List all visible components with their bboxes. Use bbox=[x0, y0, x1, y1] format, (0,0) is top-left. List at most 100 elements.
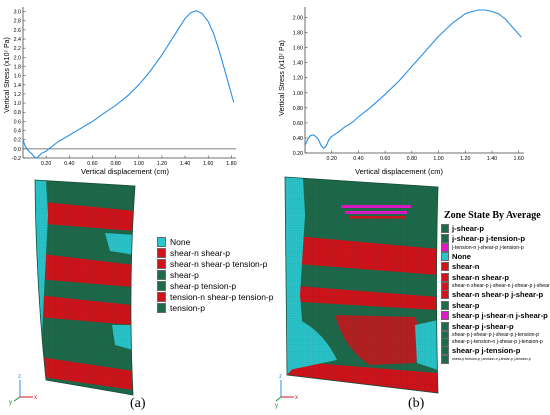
legend-a-swatch bbox=[157, 269, 166, 280]
legend-a: None shear-n shear-p shear-n shear-p tensi… bbox=[157, 236, 273, 313]
chart-b-y-tick-label: 0.20 bbox=[293, 151, 303, 157]
chart-b-y-tick-label: 2.00 bbox=[293, 16, 303, 22]
legend-b-label: j-shear-p j-tension-p bbox=[452, 234, 525, 244]
legend-a-label: tension-p bbox=[170, 302, 205, 313]
legend-a-item: tension-n shear-p tension-p bbox=[157, 291, 273, 302]
svg-text:x: x bbox=[34, 395, 37, 401]
legend-a-swatch bbox=[157, 236, 166, 247]
legend-b-item: shear-p j-shear-p j-shear-p j-tension-p bbox=[441, 330, 549, 340]
svg-text:y: y bbox=[9, 400, 12, 406]
chart-b-x-tick-label: 0.20 bbox=[327, 156, 337, 162]
chart-a-y-tick-label: 0.2 bbox=[14, 138, 21, 144]
chart-b-y-tick-label: 0.40 bbox=[293, 136, 303, 142]
legend-a-label: None bbox=[170, 236, 191, 247]
legend-a-swatch bbox=[157, 247, 166, 258]
legend-b-swatch bbox=[441, 223, 449, 233]
legend-b-label: shear-p bbox=[452, 300, 480, 310]
legend-b-swatch bbox=[441, 234, 449, 244]
chart-a-y-tick-label: 1.0 bbox=[14, 101, 21, 107]
caption-b: (b) bbox=[408, 396, 425, 411]
chart-b-xlabel: Vertical displacement (cm) bbox=[355, 167, 443, 176]
specimen-model-a: z x y bbox=[9, 179, 136, 406]
legend-b-swatch bbox=[441, 311, 449, 321]
chart-b-series-line bbox=[304, 9, 522, 150]
chart-a-y-tick-label: 1.4 bbox=[14, 83, 21, 89]
svg-text:x: x bbox=[295, 395, 298, 401]
legend-b-item: shear-n shear-p j-shear-p bbox=[441, 290, 549, 301]
chart-a-series-line bbox=[22, 10, 235, 159]
legend-b-item: j-tension-n j-shear-p j-tension-p bbox=[441, 243, 549, 252]
chart-b-y-tick-label: 1.40 bbox=[293, 61, 303, 67]
chart-a-x-tick-label: 1.80 bbox=[226, 161, 236, 167]
legend-a-label: shear-n shear-p tension-p bbox=[170, 258, 268, 269]
specimen-model-b: z x y bbox=[275, 176, 439, 409]
caption-a: (a) bbox=[130, 396, 146, 411]
legend-b-swatch bbox=[441, 243, 449, 252]
chart-b-y-tick-label: 0.60 bbox=[293, 121, 303, 127]
chart-a-x-tick-label: 1.40 bbox=[180, 161, 190, 167]
legend-b-swatch bbox=[441, 354, 449, 364]
chart-a-x-tick-label: 0.80 bbox=[110, 161, 120, 167]
legend-b-item: shear-p bbox=[441, 300, 549, 311]
legend-b-item: shear-n bbox=[441, 262, 549, 273]
chart-a-xlabel: Vertical displacement (cm) bbox=[81, 167, 169, 176]
chart-b-x-tick-label: 0.40 bbox=[353, 156, 363, 162]
chart-a-x-tick-label: 0.20 bbox=[41, 161, 51, 167]
legend-a-item: shear-p bbox=[157, 269, 273, 280]
legend-b-item: j-shear-p bbox=[441, 223, 549, 234]
legend-a-item: shear-p tension-p bbox=[157, 280, 273, 291]
legend-b-swatch bbox=[441, 290, 449, 300]
legend-a-label: shear-n shear-p bbox=[170, 247, 231, 258]
chart-a-y-tick-label: 0.8 bbox=[14, 110, 21, 116]
chart-a-ylabel: Vertical Stress (x10⁷ Pa) bbox=[4, 37, 11, 113]
chart-a: -0.2 0.0 0.2 0.4 0.6 0.8 1.0 1.2 1.4 1.6 1.8 2.0 2.2… bbox=[4, 7, 237, 176]
svg-text:z: z bbox=[18, 374, 21, 380]
chart-a-y-tick-label: 1.2 bbox=[14, 92, 21, 98]
svg-text:y: y bbox=[275, 403, 278, 409]
legend-b-swatch bbox=[441, 262, 449, 272]
chart-a-y-tick-label: -0.2 bbox=[12, 156, 21, 162]
chart-a-y-tick-label: 1.8 bbox=[14, 64, 21, 70]
legend-b-swatch bbox=[441, 337, 449, 347]
legend-a-item: shear-n shear-p tension-p bbox=[157, 258, 273, 269]
chart-b-y-tick-label: 1.00 bbox=[293, 91, 303, 97]
legend-b-item: shear-p tension-p j-tension-n j-shear-p … bbox=[441, 354, 549, 364]
legend-a-label: shear-p bbox=[170, 269, 199, 280]
legend-b-label: shear-p j-shear-p bbox=[452, 321, 514, 331]
chart-b-x-tick-label: 0.60 bbox=[380, 156, 390, 162]
legend-b-label: j-shear-p bbox=[452, 223, 485, 233]
legend-b-label: shear-n shear-p j-shear-p bbox=[452, 290, 544, 300]
chart-a-y-tick-label: 1.6 bbox=[14, 74, 21, 80]
chart-b-x-tick-label: 1.40 bbox=[487, 156, 497, 162]
chart-a-y-tick-label: 2.4 bbox=[14, 37, 21, 43]
legend-b-label: shear-p j-shear-n j-shear-p bbox=[452, 311, 548, 321]
legend-a-item: shear-n shear-p bbox=[157, 247, 273, 258]
chart-a-x-tick-label: 1.20 bbox=[157, 161, 167, 167]
chart-a-x-tick-label: 1.60 bbox=[203, 161, 213, 167]
legend-b: Zone State By Average j-shear-p j-shear-p… bbox=[441, 210, 550, 364]
legend-b-swatch bbox=[441, 251, 449, 261]
chart-b-x-tick-label: 1.00 bbox=[433, 156, 443, 162]
chart-b-x-tick-label: 1.60 bbox=[514, 156, 524, 162]
chart-b: 0.20 0.40 0.60 0.80 1.00 1.20 1.40 1.60 1.80 2.00… bbox=[279, 7, 524, 176]
chart-b-y-tick-label: 1.20 bbox=[293, 76, 303, 82]
chart-b-ylabel: Vertical Stress (x10⁷ Pa) bbox=[279, 40, 286, 116]
legend-b-item: shear-p j-shear-p bbox=[441, 321, 549, 332]
legend-b-item: shear-p j-tension-n j-shear-p j-tension-… bbox=[441, 337, 549, 347]
legend-a-label: shear-p tension-p bbox=[170, 280, 237, 291]
legend-b-label: shear-p tension-p j-tension-n j-shear-p … bbox=[452, 357, 531, 361]
legend-b-label: None bbox=[452, 251, 471, 261]
chart-a-y-tick-label: 2.0 bbox=[14, 55, 21, 61]
legend-b-swatch bbox=[441, 300, 449, 310]
legend-b-item: shear-p j-shear-n j-shear-p bbox=[441, 311, 549, 322]
axes-triad-b: z x y bbox=[275, 374, 298, 409]
chart-b-y-tick-label: 1.60 bbox=[293, 46, 303, 52]
legend-a-label: tension-n shear-p tension-p bbox=[170, 291, 274, 302]
chart-a-x-tick-label: 0.60 bbox=[87, 161, 97, 167]
chart-b-y-tick-label: 1.80 bbox=[293, 31, 303, 37]
chart-b-x-tick-label: 1.20 bbox=[460, 156, 470, 162]
legend-b-title: Zone State By Average bbox=[444, 210, 541, 221]
legend-b-item: j-shear-p j-tension-p bbox=[441, 234, 549, 245]
legend-b-label: shear-p j-tension-n j-shear-p j-tension-… bbox=[452, 339, 543, 345]
chart-a-y-tick-label: 2.2 bbox=[14, 46, 21, 52]
